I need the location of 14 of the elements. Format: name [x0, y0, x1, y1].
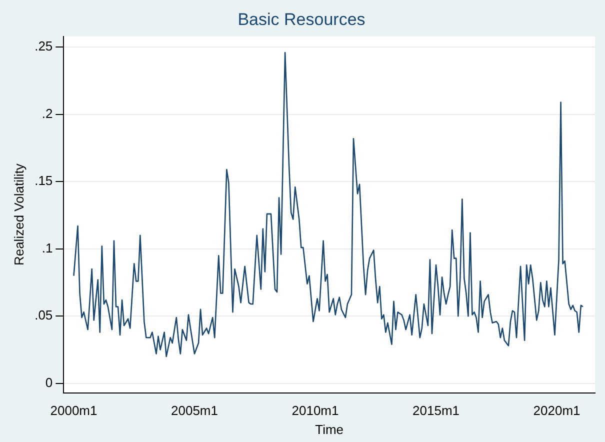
y-tick-label: .05	[34, 308, 53, 323]
chart-title: Basic Resources	[238, 10, 366, 29]
y-tick-label: 0	[45, 374, 53, 390]
x-tick-label: 2010m1	[292, 403, 339, 418]
x-tick-label: 2000m1	[50, 403, 98, 418]
x-tick-label: 2015m1	[412, 403, 460, 418]
y-tick-label: .15	[34, 173, 53, 188]
x-axis-title: Time	[315, 422, 344, 437]
y-tick-label: .1	[42, 240, 53, 256]
y-tick-label: .2	[42, 106, 53, 121]
x-tick-label: 2005m1	[171, 403, 218, 418]
x-tick-label: 2020m1	[533, 403, 580, 418]
y-tick-label: .25	[34, 38, 53, 54]
y-axis-title: Realized Volatility	[11, 163, 26, 266]
